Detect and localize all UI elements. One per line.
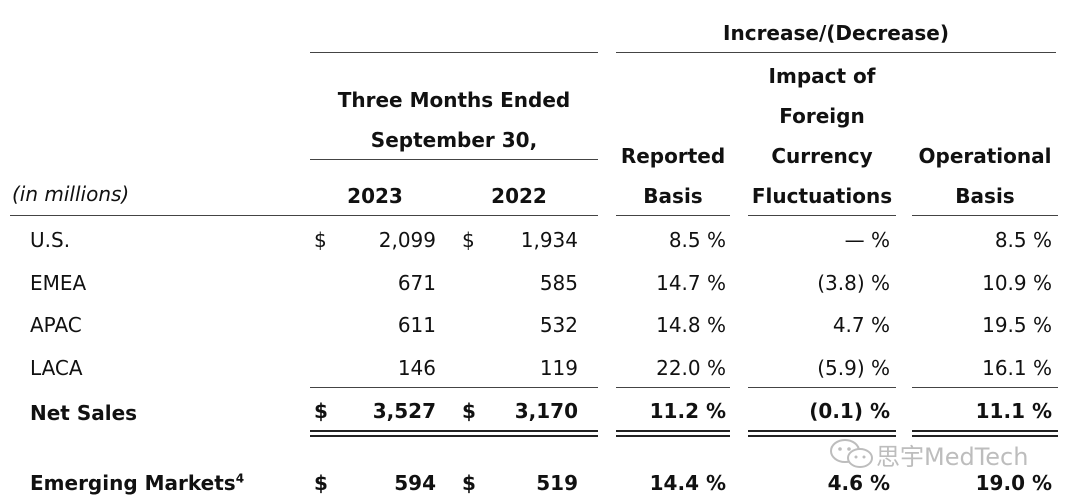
row-us-2022: 1,934 [520,228,578,252]
net-sales-double-rule-reported-b [616,435,730,437]
period-header-line1: Three Months Ended [337,88,571,112]
row-laca-fx: (5.9) % [817,356,890,380]
watermark-text: 思宇MedTech [876,442,1029,471]
period-header-line2: September 30, [370,128,538,152]
row-us-dollar-2023: $ [314,228,327,252]
net-sales-2023: 3,527 [372,399,436,423]
net-sales-dollar-2022: $ [462,399,476,423]
reported-header-line2: Basis [643,184,703,208]
operational-header-line2: Basis [955,184,1015,208]
header-rule-change [616,52,1056,53]
row-us-operational: 8.5 % [994,228,1052,252]
net-sales-fx: (0.1) % [809,399,890,423]
row-us-reported: 8.5 % [668,228,726,252]
row-apac-reported: 14.8 % [656,313,726,337]
net-sales-double-rule-operational-a [912,430,1058,432]
net-sales-double-rule-values-a [310,430,598,432]
emerging-2023: 594 [394,471,436,495]
row-label-net-sales: Net Sales [30,401,138,425]
net-sales-2022: 3,170 [514,399,578,423]
net-sales-dollar-2023: $ [314,399,328,423]
units-label: (in millions) [12,182,130,206]
emerging-dollar-2022: $ [462,471,476,495]
row-emea-reported: 14.7 % [656,271,726,295]
row-us-2023: 2,099 [378,228,436,252]
row-label-apac: APAC [30,313,82,337]
row-label-laca: LACA [30,356,83,380]
fx-header-line3: Currency [771,144,873,168]
net-sales-double-rule-reported-a [616,430,730,432]
footnote-marker: 4 [235,471,245,486]
row-label-us: U.S. [30,228,71,252]
emerging-operational: 19.0 % [975,471,1052,495]
reported-header-line1: Reported [620,144,726,168]
row-label-emea: EMEA [30,271,87,295]
net-sales-double-rule-fx-a [748,430,896,432]
net-sales-double-rule-fx-b [748,435,896,437]
net-sales-double-rule-operational-b [912,435,1058,437]
row-emea-operational: 10.9 % [982,271,1052,295]
year-2022-header: 2022 [491,184,547,208]
fx-header-line2: Foreign [779,104,865,128]
row-apac-fx: 4.7 % [832,313,890,337]
fx-header-line1: Impact of [768,64,876,88]
period-underline [310,159,598,160]
row-us-fx: — % [844,228,890,252]
net-sales-top-rule-reported [616,387,730,388]
net-sales-top-rule-operational [912,387,1058,388]
row-laca-2022: 119 [539,356,578,380]
row-laca-reported: 22.0 % [656,356,726,380]
emerging-fx: 4.6 % [827,471,890,495]
fx-header-line4: Fluctuations [751,184,893,208]
row-apac-2023: 611 [397,313,436,337]
header-bottom-rule-left [10,215,598,216]
row-emea-2022: 585 [539,271,578,295]
net-sales-top-rule-fx [748,387,896,388]
row-apac-2022: 532 [539,313,578,337]
row-emea-fx: (3.8) % [817,271,890,295]
net-sales-operational: 11.1 % [975,399,1052,423]
header-bottom-rule-reported [616,215,730,216]
row-label-emerging-markets: Emerging Markets4 [30,471,244,495]
row-laca-2023: 146 [397,356,436,380]
wechat-icon [830,439,873,468]
emerging-2022: 519 [536,471,578,495]
emerging-dollar-2023: $ [314,471,328,495]
row-apac-operational: 19.5 % [982,313,1052,337]
row-laca-operational: 16.1 % [982,356,1052,380]
net-sales-top-rule-values [310,387,598,388]
net-sales-reported: 11.2 % [649,399,726,423]
header-bottom-rule-fx [748,215,896,216]
operational-header-line1: Operational [918,144,1052,168]
row-us-dollar-2022: $ [462,228,475,252]
watermark: 思宇MedTech [828,436,1028,472]
increase-decrease-header: Increase/(Decrease) [723,21,949,45]
emerging-markets-label: Emerging Markets [30,471,236,495]
year-2023-header: 2023 [347,184,403,208]
header-rule-period [310,52,598,53]
row-emea-2023: 671 [397,271,436,295]
net-sales-double-rule-values-b [310,435,598,437]
emerging-reported: 14.4 % [649,471,726,495]
header-bottom-rule-operational [912,215,1058,216]
